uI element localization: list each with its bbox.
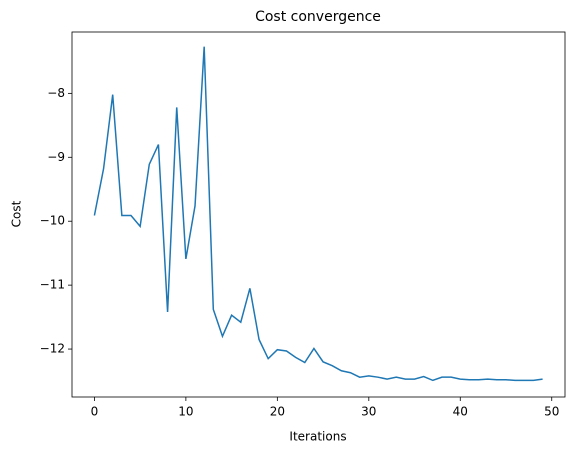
x-tick-label: 10	[178, 405, 193, 419]
x-tick-label: 40	[453, 405, 468, 419]
y-tick-label: −9	[47, 150, 65, 164]
x-tick-label: 50	[544, 405, 559, 419]
x-tick-label: 0	[91, 405, 99, 419]
x-tick-label: 30	[361, 405, 376, 419]
y-tick-label: −12	[40, 342, 65, 356]
y-axis-label: Cost	[10, 200, 24, 227]
y-tick-label: −10	[40, 214, 65, 228]
plot-frame	[71, 31, 566, 398]
chart-title: Cost convergence	[255, 9, 381, 25]
x-tick-label: 20	[270, 405, 285, 419]
y-tick-label: −11	[40, 278, 65, 292]
line-series	[93, 46, 543, 382]
x-axis-label: Iterations	[289, 430, 346, 444]
y-tick-label: −8	[47, 86, 65, 100]
